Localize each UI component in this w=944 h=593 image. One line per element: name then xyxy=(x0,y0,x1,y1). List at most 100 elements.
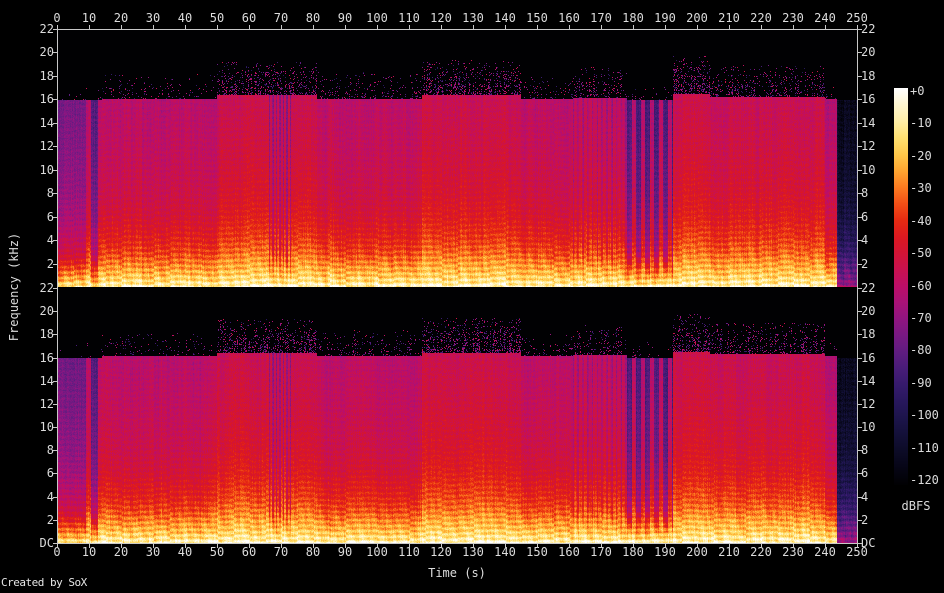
freq-tick-ch2-right-label: 18 xyxy=(861,327,876,342)
freq-tick-ch2-right-tick xyxy=(858,473,862,475)
colorbar-tick-label: -70 xyxy=(910,310,932,325)
freq-tick-ch2-right-tick xyxy=(858,334,862,336)
x-axis-bottom-tick-label: 90 xyxy=(337,545,353,559)
x-axis-top-tick-label: 220 xyxy=(750,11,772,25)
x-axis-top-tick-label: 30 xyxy=(145,11,161,25)
x-axis-bottom-tick xyxy=(281,544,282,548)
x-axis-top-tick-label: 20 xyxy=(113,11,129,25)
freq-tick-ch1-right-tick xyxy=(858,146,862,148)
freq-tick-ch1-left-label: 18 xyxy=(39,68,54,83)
freq-tick-ch2-left-label: 12 xyxy=(39,396,54,411)
x-axis-top-tick xyxy=(537,25,538,29)
colorbar-tick-label: -50 xyxy=(910,246,932,261)
x-axis-top-tick-label: 240 xyxy=(814,11,836,25)
freq-tick-ch1-right-label: 18 xyxy=(861,68,876,83)
y-axis-title: Frequency (kHz) xyxy=(7,232,21,342)
freq-tick-ch2-left-tick xyxy=(53,380,57,382)
x-axis-bottom-tick xyxy=(825,544,826,548)
x-axis-bottom-tick xyxy=(537,544,538,548)
plot-frame-bottom xyxy=(57,543,858,544)
x-axis-bottom-tick-label: 130 xyxy=(462,545,484,559)
freq-tick-ch1-right-label: 16 xyxy=(861,92,876,107)
x-axis-top-tick-label: 140 xyxy=(494,11,516,25)
freq-tick-ch2-right-tick xyxy=(858,519,862,521)
colorbar-tick-label: -10 xyxy=(910,116,932,131)
x-axis-bottom-tick xyxy=(57,544,58,548)
x-axis-bottom-tick-label: 200 xyxy=(686,545,708,559)
colorbar-tick-label: -80 xyxy=(910,343,932,358)
freq-tick-ch2-left-label: DC xyxy=(39,536,54,550)
x-axis-top-tick xyxy=(57,25,58,29)
freq-tick-ch2-left-label: 16 xyxy=(39,350,54,365)
credit-text: Created by SoX xyxy=(1,576,87,589)
x-axis-bottom-tick-label: 10 xyxy=(81,545,97,559)
freq-tick-ch1-left-label: 10 xyxy=(39,162,54,177)
x-axis-bottom-tick xyxy=(121,544,122,548)
freq-tick-ch1-left-tick xyxy=(53,263,57,265)
freq-tick-ch2-right-label: 16 xyxy=(861,350,876,365)
x-axis-bottom-tick-label: 180 xyxy=(622,545,644,559)
x-axis-top-tick-label: 150 xyxy=(526,11,548,25)
freq-tick-ch2-left-label: 14 xyxy=(39,373,54,388)
freq-tick-ch1-right-tick xyxy=(858,99,862,101)
x-axis-top-tick-label: 190 xyxy=(654,11,676,25)
x-axis-top-tick xyxy=(633,25,634,29)
spectrogram-channel-left xyxy=(58,30,857,287)
x-axis-top-tick xyxy=(697,25,698,29)
freq-tick-ch1-left-tick xyxy=(53,99,57,101)
x-axis-bottom-tick-label: 50 xyxy=(209,545,225,559)
freq-tick-ch2-right-tick xyxy=(858,357,862,359)
x-axis-bottom-tick-label: 80 xyxy=(305,545,321,559)
freq-tick-ch2-left-tick xyxy=(53,496,57,498)
x-axis-bottom-tick-label: 150 xyxy=(526,545,548,559)
x-axis-top-tick-label: 90 xyxy=(337,11,353,25)
freq-tick-ch1-left-tick xyxy=(53,216,57,218)
freq-tick-ch2-right-label: DC xyxy=(861,536,876,550)
x-axis-top-tick xyxy=(153,25,154,29)
colorbar-tick-label: -90 xyxy=(910,375,932,390)
x-axis-top-tick xyxy=(345,25,346,29)
x-axis-bottom-tick-label: 230 xyxy=(782,545,804,559)
freq-tick-ch1-right-tick xyxy=(858,193,862,195)
freq-tick-ch1-right-label: 4 xyxy=(861,233,869,248)
x-axis-top-tick xyxy=(729,25,730,29)
freq-tick-ch2-right-tick xyxy=(858,450,862,452)
x-axis-top-tick xyxy=(665,25,666,29)
x-axis-top-tick-label: 10 xyxy=(81,11,97,25)
freq-tick-ch1-right-tick xyxy=(858,169,862,171)
freq-tick-ch1-left-tick xyxy=(53,122,57,124)
x-axis-bottom-tick xyxy=(217,544,218,548)
x-axis-top-tick-label: 180 xyxy=(622,11,644,25)
freq-tick-ch1-left-label: 22 xyxy=(39,22,54,36)
freq-tick-ch2-right-tick xyxy=(858,288,862,289)
freq-tick-ch2-right-tick xyxy=(858,543,862,544)
freq-tick-ch1-right-tick xyxy=(858,75,862,77)
x-axis-bottom-tick xyxy=(857,544,858,548)
freq-tick-ch2-right-label: 22 xyxy=(861,281,876,295)
freq-tick-ch1-left-label: 14 xyxy=(39,115,54,130)
x-axis-top-tick xyxy=(281,25,282,29)
x-axis-bottom-tick-label: 100 xyxy=(366,545,388,559)
freq-tick-ch1-left-tick xyxy=(53,52,57,54)
x-axis-bottom-tick xyxy=(153,544,154,548)
x-axis-bottom-tick-label: 30 xyxy=(145,545,161,559)
x-axis-top-tick xyxy=(857,25,858,29)
freq-tick-ch1-right-tick xyxy=(858,263,862,265)
x-axis-bottom-tick-label: 110 xyxy=(398,545,420,559)
x-axis-bottom-tick-label: 140 xyxy=(494,545,516,559)
freq-tick-ch1-right-tick xyxy=(858,122,862,124)
freq-tick-ch1-right-label: 8 xyxy=(861,186,869,201)
x-axis-bottom-tick xyxy=(345,544,346,548)
freq-tick-ch2-right-tick xyxy=(858,427,862,429)
freq-tick-ch2-left-label: 10 xyxy=(39,420,54,435)
colorbar-tick-label: -30 xyxy=(910,181,932,196)
freq-tick-ch2-left-label: 8 xyxy=(46,443,54,458)
freq-tick-ch1-left-label: 4 xyxy=(46,233,54,248)
colorbar-tick-label: -120 xyxy=(910,473,939,487)
freq-tick-ch1-right-label: 14 xyxy=(861,115,876,130)
colorbar-tick-label: -60 xyxy=(910,278,932,293)
x-axis-bottom-tick xyxy=(697,544,698,548)
freq-tick-ch2-right-label: 4 xyxy=(861,489,869,504)
x-axis-bottom-tick-label: 190 xyxy=(654,545,676,559)
